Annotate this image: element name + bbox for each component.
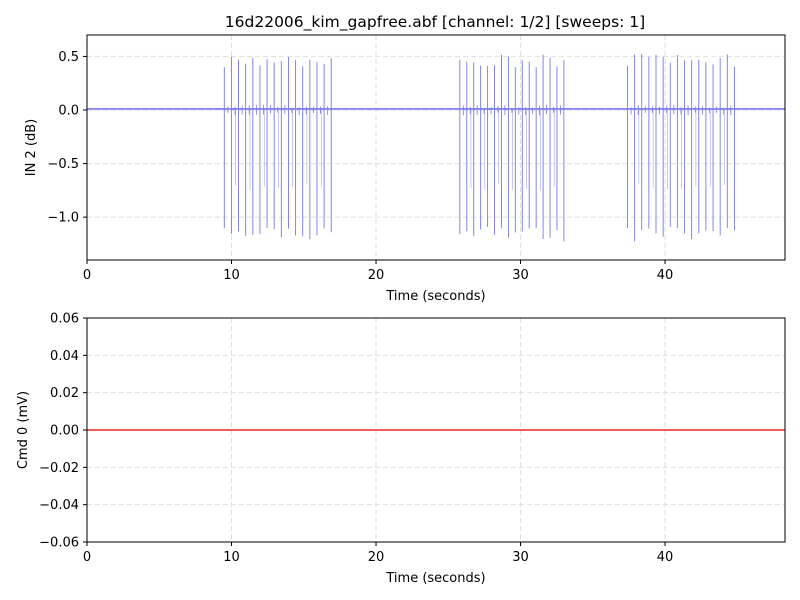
x-tick-label: 10: [223, 268, 240, 283]
x-tick-label: 20: [368, 268, 385, 283]
x-tick-label: 0: [83, 550, 91, 565]
y-axis-label: Cmd 0 (mV): [16, 391, 31, 469]
y-tick-label: 0.0: [58, 104, 79, 119]
x-tick-label: 40: [657, 550, 674, 565]
x-tick-label: 0: [83, 268, 91, 283]
y-tick-label: 0.00: [50, 424, 79, 439]
y-tick-label: −0.5: [47, 157, 79, 172]
y-tick-label: −1.0: [47, 211, 79, 226]
x-tick-label: 20: [368, 550, 385, 565]
y-axis-label: IN 2 (dB): [24, 119, 39, 176]
x-tick-label: 30: [512, 268, 529, 283]
x-tick-label: 30: [512, 550, 529, 565]
subplot-top: 0 10 20 30 40 −1.0 −0.5 0.0 0.5 Time (seconds) IN …: [24, 34, 786, 304]
y-tick-label: −0.02: [39, 461, 79, 476]
subplot-bottom: 0 10 20 30 40 −0.06 −0.04 −0.02 0.00 0.02 0.04 0.06…: [16, 312, 786, 586]
chart-title: 16d22006_kim_gapfree.abf [channel: 1/2] …: [225, 13, 645, 32]
axes-frame: [86, 34, 786, 261]
series-group: [87, 53, 785, 242]
x-axis-label: Time (seconds): [385, 289, 485, 304]
x-tick-label: 10: [223, 550, 240, 565]
y-tick-label: 0.04: [50, 349, 79, 364]
y-tick-label: 0.5: [58, 50, 79, 65]
y-tick-label: −0.04: [39, 498, 79, 513]
y-tick-label: −0.06: [39, 536, 79, 551]
y-tick-label: 0.06: [50, 312, 79, 327]
x-axis-label: Time (seconds): [385, 571, 485, 586]
x-tick-label: 40: [657, 268, 674, 283]
y-tick-label: 0.02: [50, 386, 79, 401]
